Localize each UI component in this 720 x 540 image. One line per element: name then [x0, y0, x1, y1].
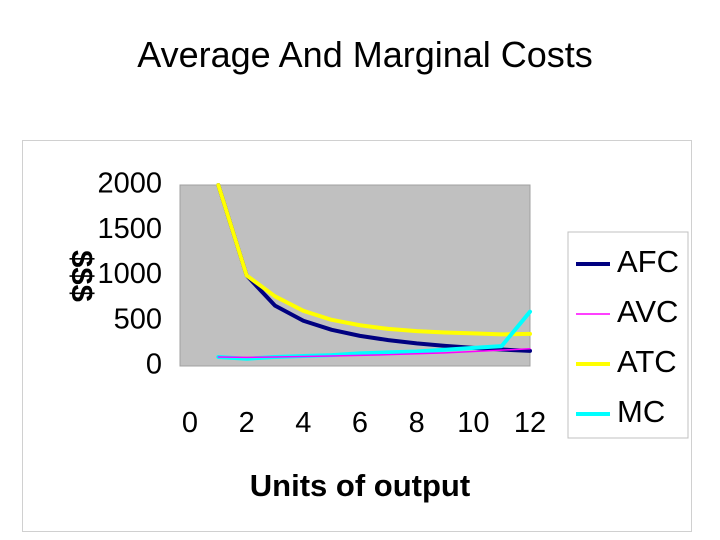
legend-label-afc: AFC	[617, 244, 679, 279]
y-tick-label: 500	[114, 303, 162, 335]
y-tick-label: 1500	[97, 213, 162, 245]
legend: AFC AVC ATC MC	[567, 231, 689, 439]
x-axis-ticks: 0 2 4 6 8 10 12	[182, 407, 546, 439]
plot-area	[179, 184, 531, 367]
y-tick-label: 1000	[97, 258, 162, 290]
y-axis-ticks: 0 500 1000 1500 2000	[97, 168, 162, 381]
y-tick-label: 2000	[97, 168, 162, 200]
x-tick-label: 2	[239, 407, 255, 439]
legend-label-mc: MC	[617, 394, 665, 429]
legend-label-avc: AVC	[617, 294, 678, 329]
x-tick-label: 12	[514, 407, 546, 439]
x-tick-label: 10	[457, 407, 489, 439]
x-tick-label: 4	[295, 407, 311, 439]
x-tick-label: 8	[409, 407, 425, 439]
series-line-avc	[217, 348, 531, 359]
series-line-atc	[216, 183, 532, 337]
x-axis-title: Units of output	[250, 468, 470, 503]
slide-title: Average And Marginal Costs	[137, 34, 593, 75]
legend-box	[567, 231, 689, 439]
x-tick-label: 0	[182, 407, 198, 439]
legend-label-atc: ATC	[617, 344, 677, 379]
y-axis-title: $$$	[65, 250, 100, 302]
series-lines	[216, 183, 532, 361]
x-tick-label: 6	[352, 407, 368, 439]
y-tick-label: 0	[146, 349, 162, 381]
